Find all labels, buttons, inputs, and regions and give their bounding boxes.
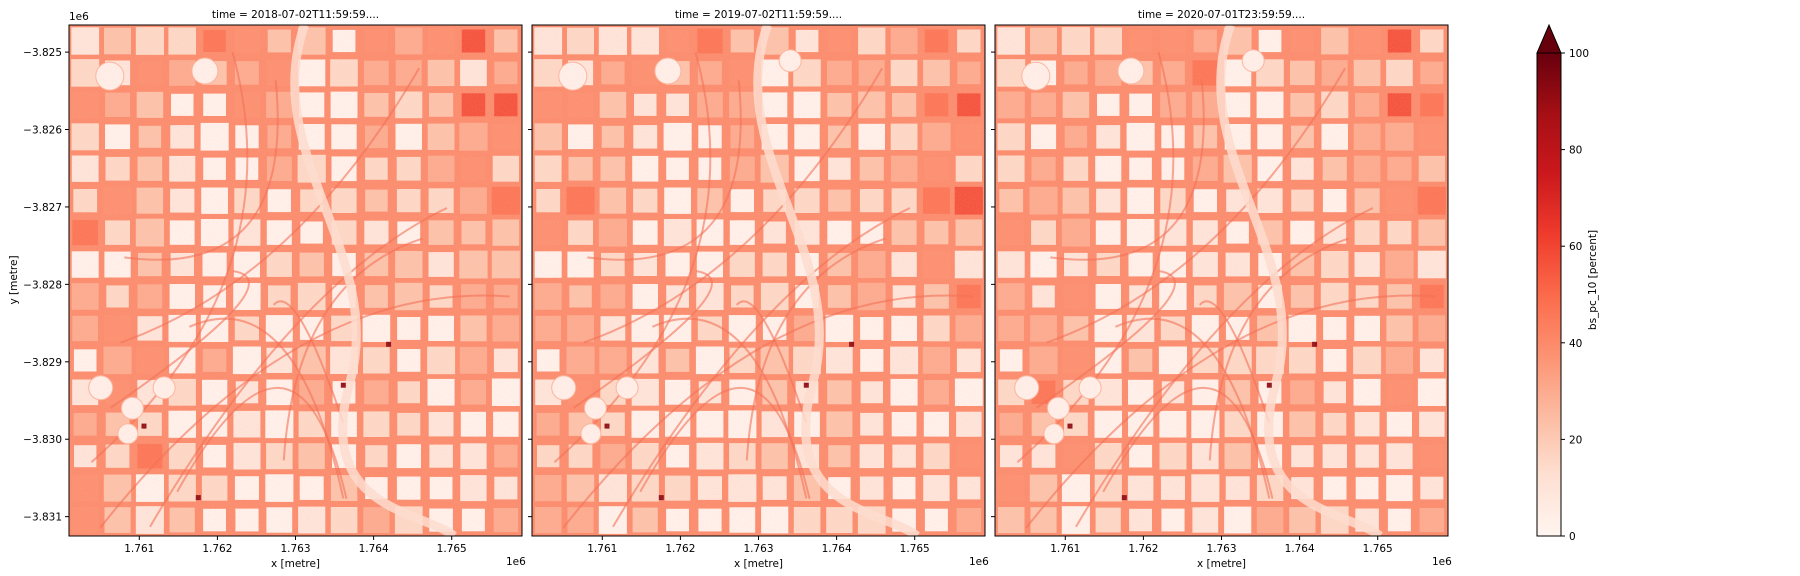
panel-3: time = 2020-07-01T23:59:59.... 1.761 1.762…	[991, 9, 1452, 570]
y-tick-label: −3.830	[23, 434, 62, 446]
x-axis-label: x [metre]	[271, 558, 320, 570]
heatmap-image	[995, 25, 1448, 536]
x-tick-label: 1.764	[1285, 543, 1315, 555]
colorbar-tick-label: 0	[1569, 531, 1576, 543]
x-tick-label: 1.765	[437, 543, 467, 555]
y-tick-label: −3.825	[23, 47, 62, 59]
x-tick-label: 1.763	[743, 543, 773, 555]
y-tick-label: −3.829	[23, 357, 62, 369]
x-tick-label: 1.764	[822, 543, 852, 555]
panel-title: time = 2019-07-02T11:59:59....	[675, 9, 842, 21]
x-tick-label: 1.765	[900, 543, 930, 555]
x-tick-label: 1.763	[280, 543, 310, 555]
x-tick-label: 1.762	[665, 543, 695, 555]
y-tick-label: −3.831	[23, 512, 62, 524]
panel-title: time = 2018-07-02T11:59:59....	[212, 9, 379, 21]
x-tick-label: 1.761	[1050, 543, 1080, 555]
y-offset-label: 1e6	[69, 11, 89, 23]
colorbar-extend-arrow	[1536, 23, 1562, 54]
colorbar-label: bs_pc_10 [percent]	[1587, 230, 1599, 330]
x-tick-label: 1.763	[1206, 543, 1236, 555]
colorbar-tick-label: 60	[1569, 241, 1582, 253]
y-tick-label: −3.827	[23, 202, 62, 214]
heatmap-image	[532, 25, 985, 536]
colorbar-tick-label: 20	[1569, 434, 1582, 446]
x-offset-label: 1e6	[506, 556, 526, 568]
colorbar-tick-label: 100	[1569, 48, 1589, 60]
panel-2: time = 2019-07-02T11:59:59.... 1.761 1.762…	[528, 9, 989, 570]
x-tick-label: 1.762	[202, 543, 232, 555]
y-tick-label: −3.826	[23, 125, 62, 137]
colorbar-gradient	[1536, 52, 1562, 537]
x-offset-label: 1e6	[969, 556, 989, 568]
panel-1: time = 2018-07-02T11:59:59.... 1.761 1.762…	[23, 9, 526, 570]
colorbar: 0 20 40 60 80 100 bs_pc_10 [percent]	[1536, 23, 1599, 543]
x-tick-label: 1.762	[1128, 543, 1158, 555]
x-offset-label: 1e6	[1432, 556, 1452, 568]
heatmap-image	[69, 25, 522, 536]
colorbar-tick-label: 40	[1569, 338, 1582, 350]
x-tick-label: 1.765	[1363, 543, 1393, 555]
y-tick-label: −3.828	[23, 279, 62, 291]
y-axis-label: y [metre]	[8, 255, 20, 304]
colorbar-tick-label: 80	[1569, 145, 1582, 157]
x-tick-label: 1.764	[359, 543, 389, 555]
panel-title: time = 2020-07-01T23:59:59....	[1138, 9, 1305, 21]
x-tick-label: 1.761	[124, 543, 154, 555]
x-axis-label: x [metre]	[1197, 558, 1246, 570]
x-tick-label: 1.761	[587, 543, 617, 555]
x-axis-label: x [metre]	[734, 558, 783, 570]
